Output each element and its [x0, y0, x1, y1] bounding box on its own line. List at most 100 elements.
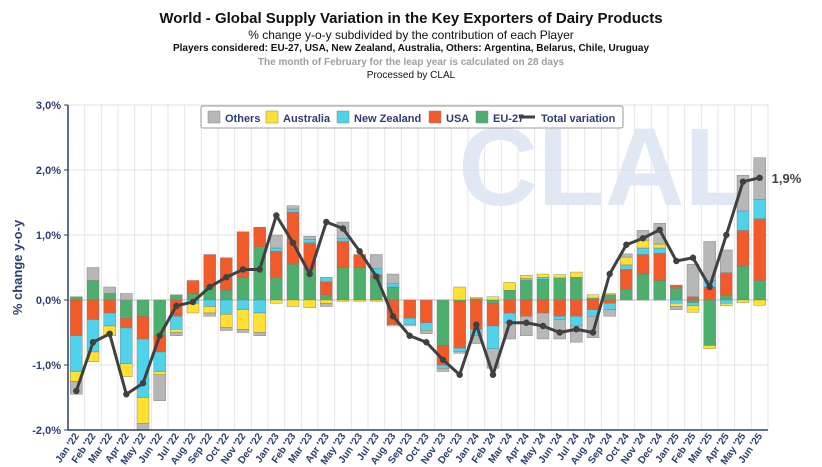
bar-segment-usa: [86, 299, 100, 320]
y-tick-label: -1,0%: [32, 360, 61, 372]
bar-segment-new-zealand: [286, 208, 300, 213]
bar-segment-new-zealand: [570, 316, 583, 327]
legend-others-label: Others: [225, 113, 260, 125]
bar-segment-australia: [236, 309, 250, 330]
total-variation-point: [323, 218, 330, 226]
bar-segment-others: [103, 286, 116, 294]
total-variation-point: [356, 248, 363, 255]
legend-australia-label: Australia: [283, 113, 331, 125]
processed-by: Processed by CLAL: [366, 70, 456, 81]
bar-segment-new-zealand: [336, 238, 350, 242]
bar-segment-australia: [686, 305, 700, 313]
total-variation-point: [706, 283, 713, 291]
bar-segment-eu-27: [703, 299, 716, 346]
total-variation-point: [289, 239, 297, 246]
total-variation-point: [506, 319, 513, 326]
total-variation-point: [339, 225, 347, 232]
bar-segment-others: [320, 303, 333, 307]
bar-segment-new-zealand: [453, 347, 466, 352]
bar-segment-australia: [253, 312, 266, 333]
bar-segment-australia: [220, 314, 233, 328]
bar-segment-australia: [503, 282, 516, 291]
total-variation-point: [256, 266, 263, 273]
bar-segment-usa: [270, 251, 283, 278]
y-axis-label: % change y-o-y: [10, 219, 25, 315]
total-variation-point: [573, 326, 580, 333]
bar-segment-eu-27: [736, 266, 750, 301]
bar-segment-usa: [486, 303, 500, 327]
bar-segment-eu-27: [170, 294, 183, 301]
bar-segment-eu-27: [636, 273, 650, 301]
bar-segment-australia: [270, 299, 283, 304]
leap-year-note: The month of February for the leap year …: [257, 57, 565, 68]
bar-segment-australia: [486, 296, 500, 301]
total-variation-point: [173, 302, 180, 310]
total-variation-point: [656, 226, 663, 233]
bar-segment-australia: [653, 243, 666, 249]
bar-segment-australia: [536, 273, 550, 278]
legend-new-zealand-label: New Zealand: [354, 113, 421, 125]
bar-segment-new-zealand: [520, 278, 533, 281]
bar-segment-australia: [336, 299, 350, 302]
bar-segment-australia: [586, 294, 600, 299]
legend-australia-swatch: [265, 110, 279, 124]
bar-segment-usa: [553, 299, 566, 317]
bar-segment-eu-27: [503, 290, 516, 301]
legend-new-zealand-swatch: [336, 110, 350, 124]
bar-segment-eu-27: [570, 277, 583, 301]
bar-segment-eu-27: [120, 299, 133, 319]
total-variation-point: [306, 270, 313, 278]
players-note: Players considered: EU-27, USA, New Zeal…: [172, 43, 650, 54]
bar-segment-new-zealand: [653, 247, 666, 254]
bar-segment-australia: [370, 299, 383, 302]
bar-segment-eu-27: [553, 277, 566, 301]
bar-segment-new-zealand: [70, 335, 83, 372]
bar-segment-australia: [753, 299, 766, 306]
total-variation-point: [456, 371, 463, 378]
y-tick-label: 0,0%: [36, 295, 61, 307]
bar-segment-australia: [403, 324, 416, 327]
bar-segment-eu-27: [353, 267, 366, 301]
bar-segment-others: [236, 329, 250, 333]
bar-segment-australia: [386, 324, 400, 327]
bar-segment-usa: [753, 218, 766, 281]
bar-segment-australia: [736, 299, 750, 303]
bar-segment-usa: [136, 316, 150, 340]
bar-segment-others: [653, 223, 666, 245]
bar-segment-new-zealand: [120, 327, 133, 364]
y-tick-label: 2,0%: [36, 165, 61, 177]
total-variation-point: [239, 266, 247, 273]
bar-segment-others: [436, 368, 450, 372]
total-variation-point: [623, 241, 630, 248]
legend[interactable]: Others Australia New Zealand USA EU-27 Total …: [200, 105, 624, 129]
total-variation-point: [756, 174, 763, 181]
bar-segment-australia: [170, 329, 183, 333]
bar-segment-eu-27: [270, 277, 283, 301]
legend-usa-label: USA: [446, 113, 469, 125]
bar-segment-new-zealand: [486, 325, 500, 349]
total-variation-point: [423, 339, 430, 346]
bar-segment-new-zealand: [253, 299, 266, 314]
bar-segment-usa: [120, 318, 133, 329]
bar-segment-new-zealand: [620, 264, 633, 270]
bar-segment-australia: [703, 345, 716, 349]
bar-segment-others: [370, 254, 383, 269]
bar-segment-eu-27: [720, 295, 733, 301]
bar-segment-usa: [103, 299, 116, 314]
total-variation-point: [523, 319, 530, 326]
total-variation-point: [673, 257, 680, 265]
total-variation-point: [73, 387, 80, 395]
bar-segment-eu-27: [753, 280, 766, 301]
bar-segment-new-zealand: [553, 316, 566, 320]
bar-segment-usa: [736, 230, 750, 267]
bar-segment-eu-27: [486, 299, 500, 304]
bar-segment-usa: [253, 226, 266, 247]
legend-others-swatch: [207, 110, 221, 124]
bar-segment-usa: [570, 299, 583, 317]
bar-segment-new-zealand: [153, 351, 166, 372]
bar-segment-eu-27: [86, 280, 100, 301]
bar-segment-eu-27: [670, 288, 683, 301]
chart-title: World - Global Supply Variation in the K…: [159, 10, 663, 27]
bar-segment-new-zealand: [203, 299, 216, 307]
